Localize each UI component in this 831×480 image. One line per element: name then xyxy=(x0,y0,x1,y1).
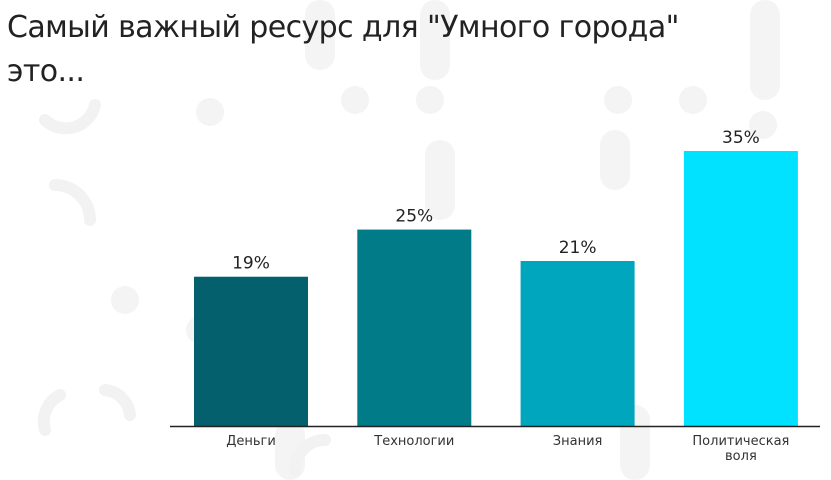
page-title: Самый важный ресурс для "Умного города" … xyxy=(7,6,807,94)
category-label-1: Деньги xyxy=(226,434,276,449)
bar-value-label-4: 35% xyxy=(722,128,760,148)
bar-value-label-2: 25% xyxy=(395,207,433,227)
category-label-2: Технологии xyxy=(373,434,454,449)
category-label-4-line-2: воля xyxy=(725,449,757,464)
category-label-4-line-1: Политическая xyxy=(692,434,789,449)
bar-1 xyxy=(194,276,308,426)
bar-4 xyxy=(683,151,798,426)
title-line-1: Самый важный ресурс для "Умного города" xyxy=(7,10,679,45)
bar-2 xyxy=(357,229,472,426)
bar-value-label-1: 19% xyxy=(232,254,270,274)
bar-value-label-3: 21% xyxy=(559,238,597,258)
title-line-2: это... xyxy=(7,54,85,89)
bar-3 xyxy=(520,261,635,426)
category-label-3: Знания xyxy=(553,434,603,449)
